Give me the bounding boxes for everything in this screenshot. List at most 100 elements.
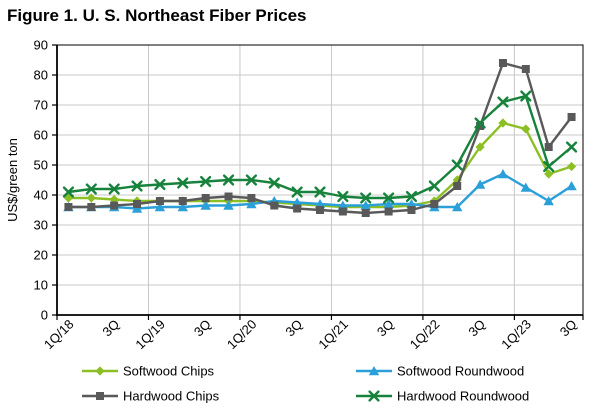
x-marker (245, 174, 257, 186)
x-tick-label: 3Q (282, 317, 305, 340)
x-tick-label: 3Q (374, 317, 397, 340)
square-marker (178, 197, 187, 205)
x-marker (268, 177, 280, 189)
diamond-marker (498, 118, 508, 128)
x-tick-label: 3Q (99, 317, 122, 340)
triangle-marker (314, 199, 326, 209)
legend-label: Softwood Roundwood (397, 364, 524, 379)
y-axis-title: US$/green ton (5, 138, 20, 222)
square-marker (544, 143, 553, 151)
triangle-marker (154, 202, 166, 212)
x-marker (497, 96, 509, 108)
triangle-marker (520, 182, 532, 192)
triangle-marker (474, 179, 486, 189)
square-marker (567, 113, 576, 121)
chart-legend: Softwood Chips Hardwood Chips Softwood Rou… (82, 364, 529, 404)
square-marker (498, 59, 507, 67)
triangle-marker (406, 199, 417, 209)
triangle-marker (223, 200, 234, 210)
x-tick-label: 1Q/21 (315, 317, 351, 353)
diamond-marker (95, 366, 105, 376)
triangle-marker (452, 202, 463, 212)
y-tick-label: 70 (34, 98, 48, 113)
diamond-marker (566, 161, 577, 172)
square-marker (270, 201, 279, 210)
y-tick-label: 80 (34, 68, 48, 83)
x-marker (131, 180, 143, 192)
y-tick-label: 50 (34, 158, 48, 173)
square-marker (521, 65, 530, 73)
square-marker (338, 207, 347, 216)
triangle-marker (291, 197, 303, 207)
x-marker (314, 186, 326, 198)
triangle-marker (497, 169, 509, 179)
x-marker (222, 174, 235, 186)
square-marker (110, 201, 119, 210)
x-marker (383, 192, 395, 204)
x-marker (405, 190, 418, 203)
x-marker (337, 190, 349, 203)
triangle-marker (368, 366, 380, 376)
y-tick-label: 0 (41, 308, 48, 323)
legend-label: Softwood Chips (123, 364, 215, 379)
x-marker (177, 177, 189, 189)
x-tick-label: 3Q (557, 317, 580, 340)
square-marker (87, 203, 96, 211)
triangle-marker (383, 199, 394, 209)
diamond-marker (521, 124, 531, 134)
triangle-marker (131, 203, 143, 213)
series-hardwood-roundwood (62, 90, 578, 204)
series-hardwood-chips (64, 59, 576, 217)
x-marker (200, 175, 212, 188)
legend-label: Hardwood Roundwood (397, 389, 529, 404)
square-marker (201, 194, 210, 202)
diamond-marker (86, 193, 96, 203)
square-marker (407, 206, 416, 214)
x-marker (520, 90, 532, 102)
x-marker (565, 141, 578, 153)
x-marker (85, 183, 97, 195)
legend-item-hardwood-chips: Hardwood Chips (82, 389, 220, 404)
y-tick-label: 20 (34, 248, 48, 263)
x-tick-label: 1Q/19 (132, 317, 168, 353)
y-tick-label: 10 (34, 278, 48, 293)
square-marker (155, 197, 164, 205)
square-marker (361, 209, 370, 217)
x-marker (428, 180, 440, 192)
series-line-hardwood-roundwood (67, 94, 573, 200)
chart-title: Figure 1. U. S. Northeast Fiber Prices (7, 6, 306, 25)
square-marker (453, 182, 462, 190)
diamond-marker (544, 169, 554, 179)
diamond-marker (475, 142, 485, 152)
y-tick-label: 30 (34, 218, 48, 233)
y-tick-label: 40 (34, 188, 48, 203)
square-marker (96, 392, 104, 400)
x-tick-label: 1Q/22 (407, 317, 443, 353)
y-tick-label: 90 (34, 38, 48, 53)
square-marker (476, 122, 485, 130)
x-marker (368, 390, 380, 402)
plot-border (56, 44, 584, 316)
x-tick-label: 1Q/20 (224, 317, 260, 353)
triangle-marker (566, 181, 577, 191)
triangle-marker (337, 200, 349, 210)
triangle-marker (543, 196, 554, 206)
x-marker (108, 183, 120, 195)
x-marker (543, 160, 555, 173)
square-marker (316, 206, 324, 214)
square-marker (247, 194, 256, 202)
square-marker (293, 204, 302, 213)
square-marker (133, 200, 142, 208)
square-marker (384, 207, 393, 216)
x-tick-label: 3Q (191, 317, 214, 340)
x-tick-label: 3Q (465, 317, 488, 340)
legend-item-hardwood-roundwood: Hardwood Roundwood (356, 389, 529, 404)
x-marker (154, 178, 166, 191)
x-marker (474, 117, 486, 129)
triangle-marker (246, 199, 257, 209)
x-marker (291, 186, 303, 198)
legend-item-softwood-roundwood: Softwood Roundwood (356, 364, 524, 379)
